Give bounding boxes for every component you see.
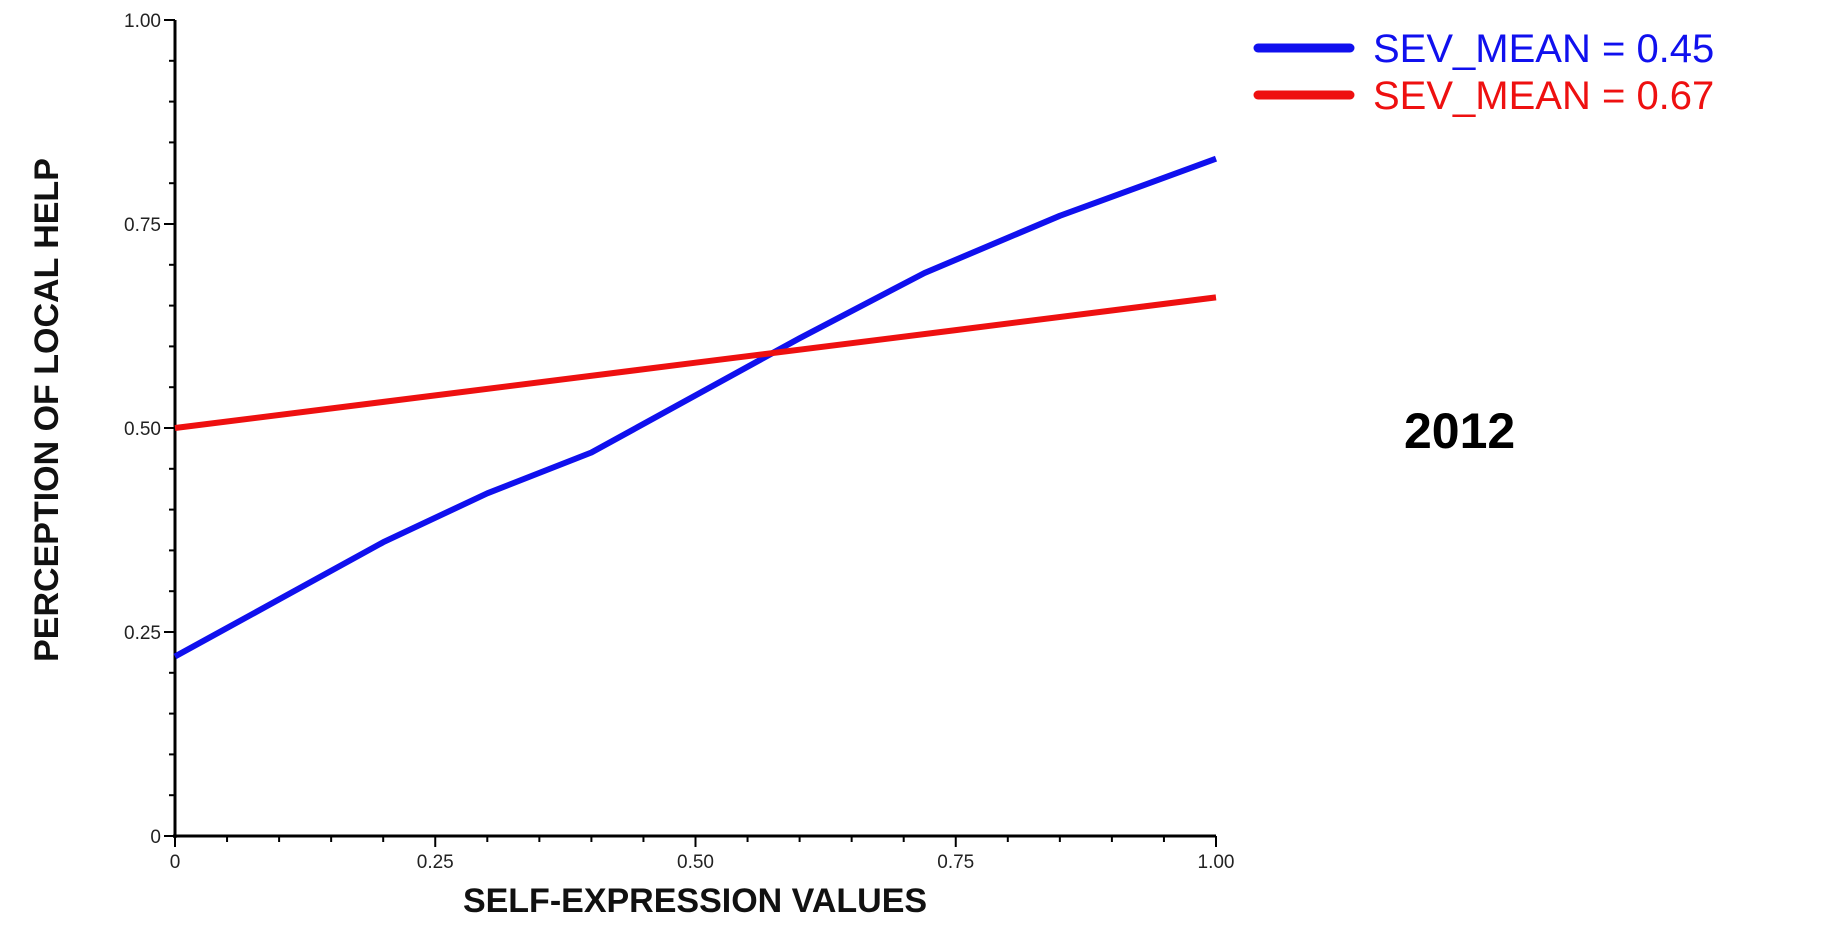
y-axis-title: PERCEPTION OF LOCAL HELP — [28, 158, 66, 662]
legend-label-2: SEV_MEAN = 0.67 — [1373, 74, 1714, 118]
year-annotation: 2012 — [1404, 403, 1515, 459]
y-tick-label: 0.50 — [124, 419, 161, 440]
x-tick-label: 0 — [170, 852, 181, 873]
legend-label-1: SEV_MEAN = 0.45 — [1373, 27, 1714, 71]
y-tick-label: 0 — [150, 827, 161, 848]
x-tick-label: 0.25 — [417, 852, 454, 873]
y-tick-label: 1.00 — [124, 11, 161, 32]
series-line-1 — [173, 155, 1218, 660]
x-tick-label: 0.50 — [677, 852, 714, 873]
series-layer — [173, 155, 1218, 660]
axes: 0 0.25 0.50 0.75 1.00 0 0.25 0.50 0.75 1.00 — [124, 11, 1234, 873]
x-axis-title: SELF-EXPRESSION VALUES — [463, 882, 927, 920]
y-tick-label: 0.75 — [124, 215, 161, 236]
series-line-2 — [174, 294, 1217, 431]
y-tick-label: 0.25 — [124, 623, 161, 644]
x-tick-label: 0.75 — [937, 852, 974, 873]
x-tick-label: 1.00 — [1198, 852, 1235, 873]
